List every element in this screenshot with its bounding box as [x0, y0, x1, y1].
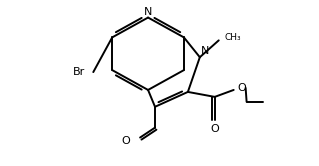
Text: O: O	[121, 135, 130, 146]
Text: CH₃: CH₃	[225, 33, 241, 42]
Text: N: N	[201, 46, 209, 56]
Text: O: O	[238, 83, 246, 93]
Text: N: N	[144, 7, 152, 17]
Text: O: O	[211, 124, 219, 134]
Text: Br: Br	[73, 67, 85, 77]
